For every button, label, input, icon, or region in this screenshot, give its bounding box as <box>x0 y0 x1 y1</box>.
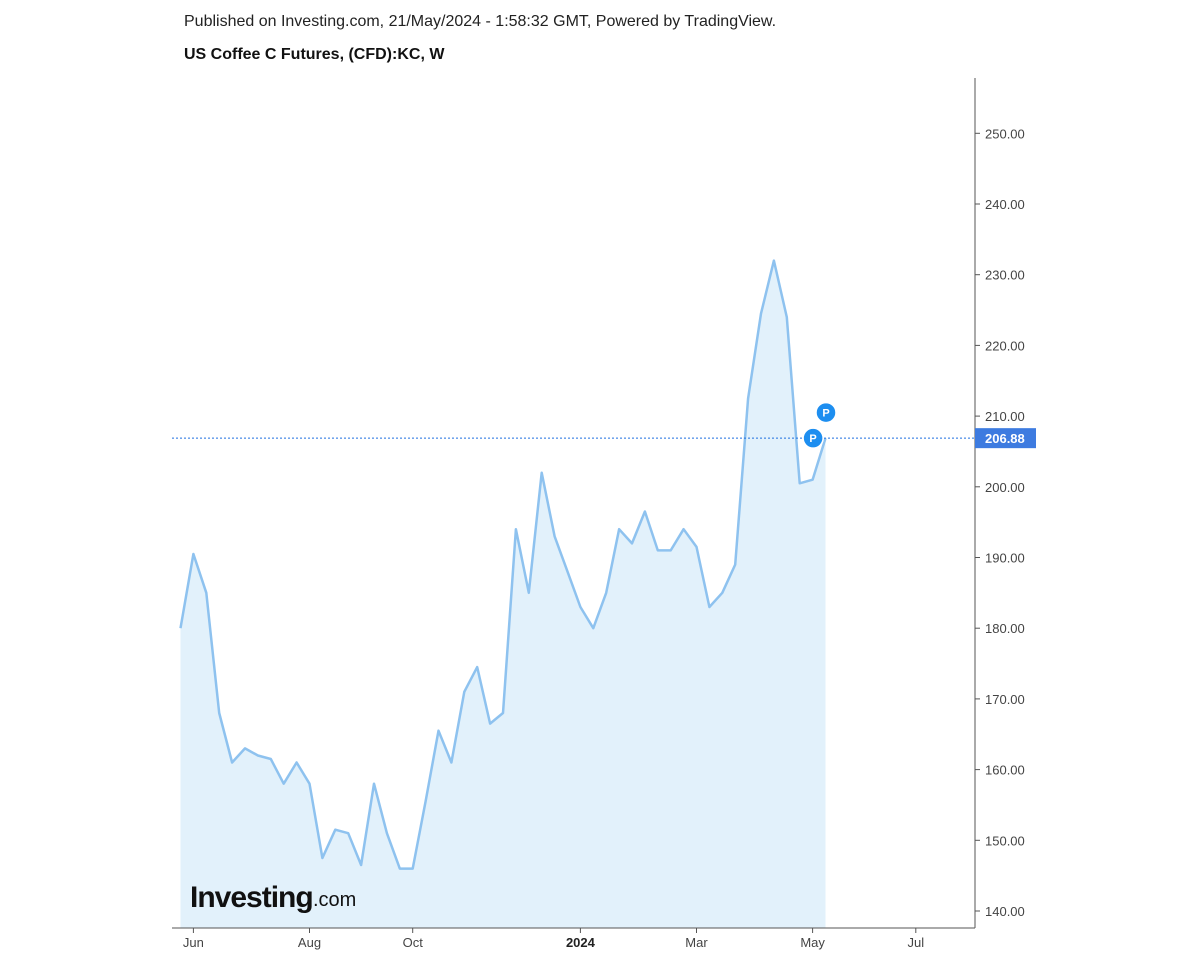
y-tick-label: 200.00 <box>985 480 1025 495</box>
y-tick-label: 210.00 <box>985 409 1025 424</box>
logo-suffix: .com <box>313 889 356 911</box>
x-tick-label: Oct <box>403 935 424 950</box>
event-marker-label: P <box>809 433 816 445</box>
published-caption: Published on Investing.com, 21/May/2024 … <box>184 13 777 30</box>
current-price-label: 206.88 <box>985 431 1025 446</box>
event-marker[interactable] <box>802 427 824 449</box>
y-tick-label: 240.00 <box>985 197 1025 212</box>
investing-logo: Investing .com <box>190 881 356 914</box>
y-tick-label: 140.00 <box>985 904 1025 919</box>
event-marker[interactable] <box>815 401 837 424</box>
axis-layer: 140.00 150.00 160.00 170.00 180.00 190.00 200.… <box>172 78 1025 950</box>
logo-text: Investing <box>190 881 313 914</box>
y-tick-label: 180.00 <box>985 621 1025 636</box>
x-tick-label: May <box>800 935 825 950</box>
series-line <box>179 259 827 870</box>
current-price-badge <box>975 428 1036 449</box>
chart-title: US Coffee C Futures, (CFD):KC, W <box>184 46 445 63</box>
event-marker-label: P <box>822 408 829 420</box>
area-layer <box>179 259 827 929</box>
x-tick-label: Jul <box>907 935 924 950</box>
y-tick-label: 220.00 <box>985 338 1025 353</box>
x-tick-label: Aug <box>298 935 321 950</box>
y-tick-label: 150.00 <box>985 833 1025 848</box>
series-area <box>180 260 826 929</box>
x-tick-label: Jun <box>183 935 204 950</box>
marker-layer: 206.88 P P <box>172 401 1036 449</box>
y-tick-label: 170.00 <box>985 692 1025 707</box>
y-tick-label: 250.00 <box>985 126 1025 141</box>
y-tick-label: 160.00 <box>985 763 1025 778</box>
y-tick-label: 190.00 <box>985 551 1025 566</box>
x-tick-label: 2024 <box>566 935 596 950</box>
y-tick-label: 230.00 <box>985 268 1025 283</box>
x-tick-label: Mar <box>685 935 708 950</box>
